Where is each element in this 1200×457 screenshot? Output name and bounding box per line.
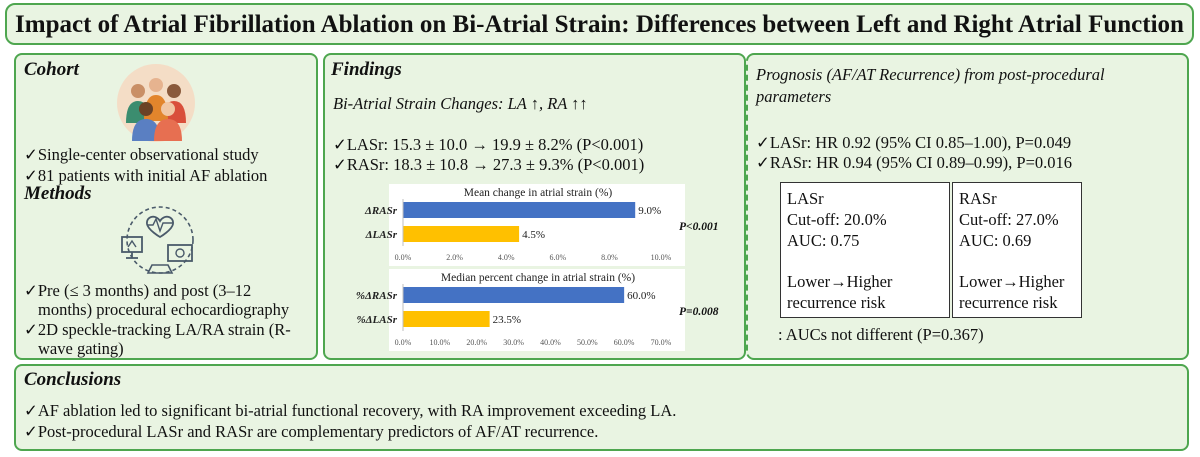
person-figure	[132, 102, 160, 141]
findings-panel: Findings Bi-Atrial Strain Changes: LA ↑,…	[323, 53, 746, 360]
tick-label: 70.0%	[651, 338, 672, 347]
methods-item: months) procedural echocardiography	[38, 300, 290, 319]
cohort-heading: Cohort	[24, 59, 79, 80]
tick-label: 2.0%	[446, 253, 463, 262]
page-title: Impact of Atrial Fibrillation Ablation o…	[15, 11, 1184, 38]
prognosis-heading: parameters	[756, 87, 832, 106]
echocardiography-icon	[121, 206, 194, 274]
box-risk: Lower→Higher	[959, 272, 1065, 291]
tick-label: 0.0%	[395, 338, 412, 347]
tick-label: 20.0%	[466, 338, 487, 347]
cohort-item: ✓Single-center observational study	[24, 145, 259, 164]
conclusions-heading: Conclusions	[24, 369, 122, 390]
data-label: 60.0%	[627, 290, 655, 302]
conclusion-item: ✓AF ablation led to significant bi-atria…	[24, 401, 677, 420]
people-group-icon	[117, 64, 195, 142]
box-risk: recurrence risk	[787, 293, 886, 312]
box-cutoff: Cut-off: 20.0%	[787, 210, 887, 229]
conclusion-item: ✓Post-procedural LASr and RASr are compl…	[24, 422, 599, 441]
rasr-roc-box: RASr Cut-off: 27.0% AUC: 0.69 Lower→High…	[952, 182, 1082, 318]
median-percent-change-chart: Median percent change in atrial strain (…	[356, 269, 719, 351]
findings-item: ✓LASr: 15.3 ± 10.0 → 19.9 ± 8.2% (P<0.00…	[333, 135, 644, 154]
chart-background	[389, 269, 685, 351]
tick-label: 60.0%	[614, 338, 635, 347]
box-title: LASr	[787, 189, 824, 208]
tick-label: 10.0%	[651, 253, 672, 262]
data-label: 9.0%	[638, 205, 661, 217]
lasr-roc-box: LASr Cut-off: 20.0% AUC: 0.75 Lower→High…	[780, 182, 950, 318]
bar	[403, 311, 490, 327]
tick-label: 6.0%	[549, 253, 566, 262]
chart-title: Mean change in atrial strain (%)	[464, 187, 613, 199]
tick-label: 50.0%	[577, 338, 598, 347]
box-auc: AUC: 0.69	[959, 231, 1032, 250]
person-figure	[154, 102, 182, 141]
box-auc: AUC: 0.75	[787, 231, 860, 250]
box-risk: recurrence risk	[959, 293, 1058, 312]
data-label: 23.5%	[493, 314, 521, 326]
bar	[403, 287, 625, 303]
category-label: %ΔLASr	[356, 314, 397, 326]
tick-label: 30.0%	[503, 338, 524, 347]
tick-label: 4.0%	[498, 253, 515, 262]
category-label: ΔLASr	[365, 229, 398, 241]
prognosis-item: ✓RASr: HR 0.94 (95% CI 0.89–0.99), P=0.0…	[756, 153, 1073, 172]
p-value-annotation: P=0.008	[679, 306, 719, 318]
box-title: RASr	[959, 189, 997, 208]
tick-label: 0.0%	[395, 253, 412, 262]
category-label: ΔRASr	[364, 205, 398, 217]
p-value-annotation: P<0.001	[679, 221, 718, 233]
box-risk: Lower→Higher	[787, 272, 893, 291]
tick-label: 40.0%	[540, 338, 561, 347]
cohort-item: ✓81 patients with initial AF ablation	[24, 166, 268, 185]
title-banner: Impact of Atrial Fibrillation Ablation o…	[5, 3, 1194, 45]
prognosis-panel: Prognosis (AF/AT Recurrence) from post-p…	[746, 53, 1189, 360]
findings-subtitle: Bi-Atrial Strain Changes: LA ↑, RA ↑↑	[333, 94, 588, 113]
chart-title: Median percent change in atrial strain (…	[441, 272, 635, 284]
auc-comparison-note: : AUCs not different (P=0.367)	[778, 325, 984, 344]
methods-heading: Methods	[24, 183, 92, 204]
conclusions-panel: Conclusions ✓AF ablation led to signific…	[14, 364, 1189, 451]
findings-item: ✓RASr: 18.3 ± 10.8 → 27.3 ± 9.3% (P<0.00…	[333, 155, 645, 174]
chart-background	[389, 184, 685, 266]
box-cutoff: Cut-off: 27.0%	[959, 210, 1059, 229]
category-label: %ΔRASr	[356, 290, 398, 302]
prognosis-item: ✓LASr: HR 0.92 (95% CI 0.85–1.00), P=0.0…	[756, 133, 1072, 152]
prognosis-heading: Prognosis (AF/AT Recurrence) from post-p…	[756, 65, 1105, 84]
bar	[403, 202, 636, 218]
cohort-methods-panel: Cohort ✓Single-center observational stud…	[14, 53, 318, 360]
methods-item: ✓Pre (≤ 3 months) and post (3–12	[24, 281, 252, 300]
bar	[403, 226, 520, 242]
methods-item: ✓2D speckle-tracking LA/RA strain (R-	[24, 320, 291, 339]
methods-item: wave gating)	[38, 339, 124, 358]
data-label: 4.5%	[522, 229, 545, 241]
tick-label: 10.0%	[430, 338, 451, 347]
mean-change-chart: Mean change in atrial strain (%) ΔRASr 9.0…	[364, 184, 718, 266]
findings-heading: Findings	[331, 59, 402, 80]
tick-label: 8.0%	[601, 253, 618, 262]
